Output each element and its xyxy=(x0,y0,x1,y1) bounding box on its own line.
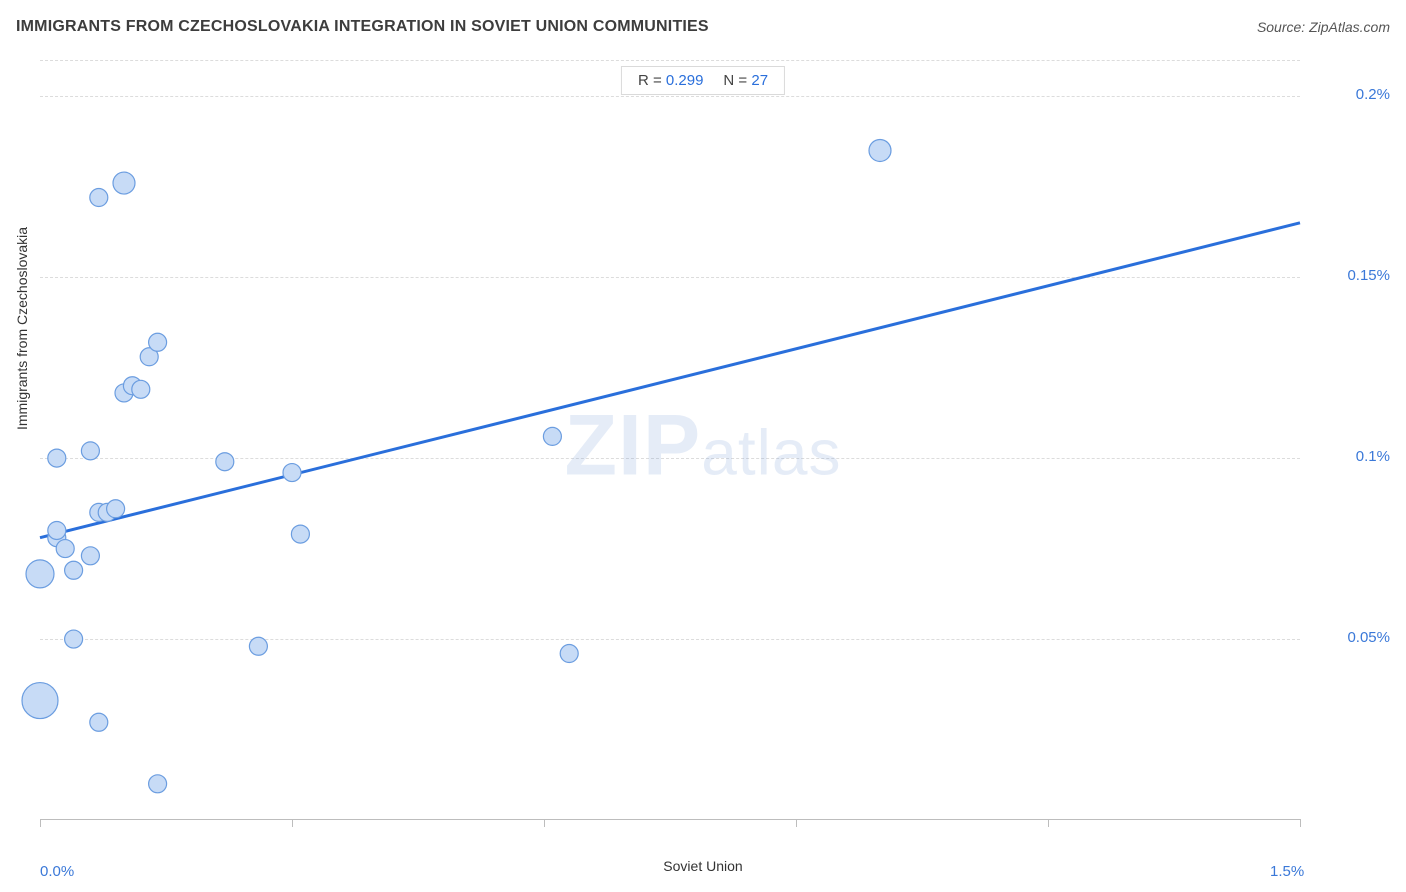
data-point xyxy=(291,525,309,543)
x-tick xyxy=(1300,819,1301,827)
data-point xyxy=(90,189,108,207)
y-tick-label: 0.05% xyxy=(1347,629,1390,646)
y-tick-label: 0.2% xyxy=(1356,86,1390,103)
data-point xyxy=(543,427,561,445)
data-point xyxy=(113,172,135,194)
data-point xyxy=(65,630,83,648)
x-tick xyxy=(292,819,293,827)
stats-box: R = 0.299 N = 27 xyxy=(621,66,785,95)
trend-line xyxy=(40,223,1300,538)
data-point xyxy=(81,442,99,460)
data-point xyxy=(560,645,578,663)
y-tick-label: 0.1% xyxy=(1356,448,1390,465)
x-axis-label: Soviet Union xyxy=(663,858,742,874)
data-point xyxy=(81,547,99,565)
stat-r: R = 0.299 xyxy=(638,72,703,89)
stat-n-label: N = xyxy=(723,72,747,89)
data-point xyxy=(48,449,66,467)
data-point xyxy=(283,464,301,482)
x-tick-label: 0.0% xyxy=(40,863,74,880)
x-tick xyxy=(544,819,545,827)
data-point xyxy=(65,561,83,579)
data-point xyxy=(56,540,74,558)
stat-r-value: 0.299 xyxy=(666,72,704,89)
scatter-svg xyxy=(40,60,1300,819)
data-point xyxy=(22,683,58,719)
y-axis-label: Immigrants from Czechoslovakia xyxy=(14,227,30,430)
plot-area xyxy=(40,60,1300,820)
data-point xyxy=(149,775,167,793)
data-point xyxy=(132,380,150,398)
chart-title: IMMIGRANTS FROM CZECHOSLOVAKIA INTEGRATI… xyxy=(16,18,709,36)
stat-n: N = 27 xyxy=(723,72,768,89)
x-tick-label: 1.5% xyxy=(1270,863,1304,880)
x-tick xyxy=(796,819,797,827)
chart-source: Source: ZipAtlas.com xyxy=(1257,19,1390,35)
data-point xyxy=(107,500,125,518)
data-point xyxy=(149,333,167,351)
data-point xyxy=(48,521,66,539)
stat-r-label: R = xyxy=(638,72,662,89)
data-point xyxy=(216,453,234,471)
chart-header: IMMIGRANTS FROM CZECHOSLOVAKIA INTEGRATI… xyxy=(16,18,1390,36)
y-tick-label: 0.15% xyxy=(1347,267,1390,284)
data-point xyxy=(26,560,54,588)
x-tick xyxy=(1048,819,1049,827)
x-tick xyxy=(40,819,41,827)
stat-n-value: 27 xyxy=(751,72,768,89)
data-point xyxy=(249,637,267,655)
data-point xyxy=(869,139,891,161)
data-point xyxy=(90,713,108,731)
